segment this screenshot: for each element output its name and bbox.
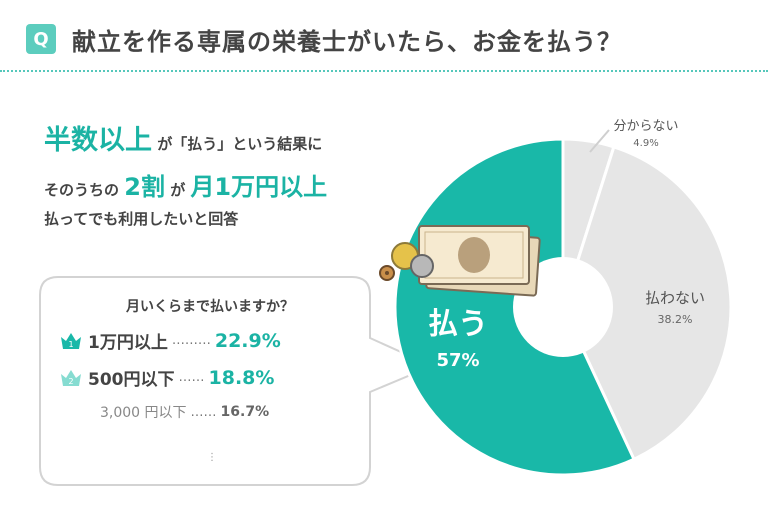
summary-highlight-share: 2割 bbox=[124, 173, 165, 201]
dotted-divider bbox=[0, 70, 768, 72]
summary-text: 半数以上 が「払う」という結果に そのうちの 2割 が 月1万円以上 払ってでも… bbox=[44, 118, 327, 229]
detail-row-value: 16.7% bbox=[220, 404, 270, 420]
summary-line-3: 払ってでも利用したいと回答 bbox=[44, 210, 239, 228]
detail-row: 3,000 円以下 …… 16.7% bbox=[100, 402, 350, 422]
crown-rank-2-icon: 2 bbox=[61, 369, 81, 386]
slice-label-unsure: 分からない bbox=[613, 119, 678, 134]
detail-row-value: 18.8% bbox=[208, 366, 275, 389]
slice-value-pay: 57% bbox=[436, 350, 479, 371]
svg-text:1: 1 bbox=[68, 340, 73, 349]
summary-line-2: そのうちの 2割 が 月1万円以上 bbox=[44, 167, 327, 202]
detail-row-label: 1万円以上 bbox=[88, 333, 168, 353]
detail-row-label: 3,000 円以下 bbox=[100, 405, 187, 421]
summary-line-1-rest: が「払う」という結果に bbox=[157, 135, 323, 153]
leader-dots: …… bbox=[190, 404, 217, 420]
summary-line-2-pre: そのうちの bbox=[44, 181, 120, 199]
summary-highlight-majority: 半数以上 bbox=[44, 125, 152, 156]
crown-rank-1-icon: 1 bbox=[61, 332, 81, 349]
payment-detail-panel: 月いくらまで払いますか？ 1 1万円以上 ……… 22.9% 2 500円以下 … bbox=[60, 296, 350, 422]
svg-text:2: 2 bbox=[68, 377, 73, 386]
coins-icon bbox=[379, 242, 434, 281]
question-title: 献立を作る専属の栄養士がいたら、お金を払う？ bbox=[72, 27, 622, 56]
detail-row-value: 22.9% bbox=[214, 329, 281, 352]
summary-line-1: 半数以上 が「払う」という結果に bbox=[44, 118, 327, 157]
question-badge: Q bbox=[26, 24, 56, 54]
slice-label-not-pay: 払わない bbox=[645, 289, 705, 307]
slice-value-not-pay: 38.2% bbox=[658, 313, 693, 326]
summary-highlight-amount: 月1万円以上 bbox=[190, 173, 328, 201]
more-indicator: ⋮ bbox=[207, 452, 217, 463]
slice-label-pay: 払う bbox=[428, 307, 488, 342]
slice-not-pay bbox=[561, 144, 733, 462]
detail-title: 月いくらまで払いますか？ bbox=[126, 299, 294, 315]
detail-row-label: 500円以下 bbox=[88, 370, 175, 390]
detail-row: 2 500円以下 …… 18.8% bbox=[60, 365, 350, 390]
bills-icon bbox=[418, 225, 541, 297]
detail-row: 1 1万円以上 ……… 22.9% bbox=[60, 328, 350, 353]
summary-line-2-mid: が bbox=[170, 181, 186, 199]
leader-dots: ……… bbox=[171, 333, 211, 348]
callout-leader bbox=[589, 129, 610, 153]
slice-value-unsure: 4.9% bbox=[633, 138, 658, 149]
leader-dots: …… bbox=[178, 370, 205, 385]
header: Q 献立を作る専属の栄養士がいたら、お金を払う？ bbox=[26, 22, 622, 56]
donut-hole bbox=[513, 257, 613, 357]
